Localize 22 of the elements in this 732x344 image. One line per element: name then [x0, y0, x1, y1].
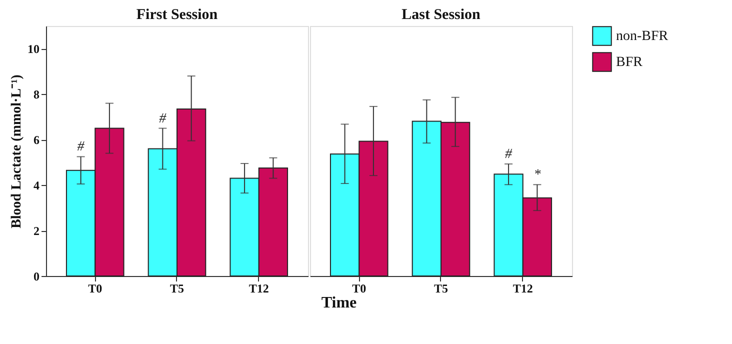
chart-title: Last Session — [402, 7, 482, 23]
annotation: # — [505, 146, 514, 162]
x-tick-label: T5 — [434, 282, 448, 296]
legend-label: non-BFR — [616, 29, 669, 44]
x-tick-label: T12 — [512, 282, 533, 296]
y-tick-label: 4 — [34, 178, 40, 193]
y-tick-label: 0 — [34, 270, 40, 284]
x-tick-label: T5 — [170, 282, 184, 296]
x-tick-label: T12 — [248, 282, 269, 296]
y-tick-label: 8 — [34, 88, 40, 102]
y-axis-title: Blood Lactate (mmol·L⁻¹) — [10, 74, 24, 228]
chart-title: First Session — [136, 7, 218, 23]
annotation: * — [534, 168, 541, 183]
legend-label: BFR — [616, 55, 644, 70]
x-tick-label: T0 — [352, 282, 366, 296]
y-tick-label: 6 — [34, 133, 40, 148]
y-tick-label: 10 — [28, 42, 40, 56]
x-axis-title: Time — [321, 294, 357, 312]
annotation: # — [159, 111, 168, 126]
x-tick-label: T0 — [88, 282, 102, 296]
y-tick-label: 2 — [34, 224, 40, 238]
annotation: # — [77, 140, 86, 155]
